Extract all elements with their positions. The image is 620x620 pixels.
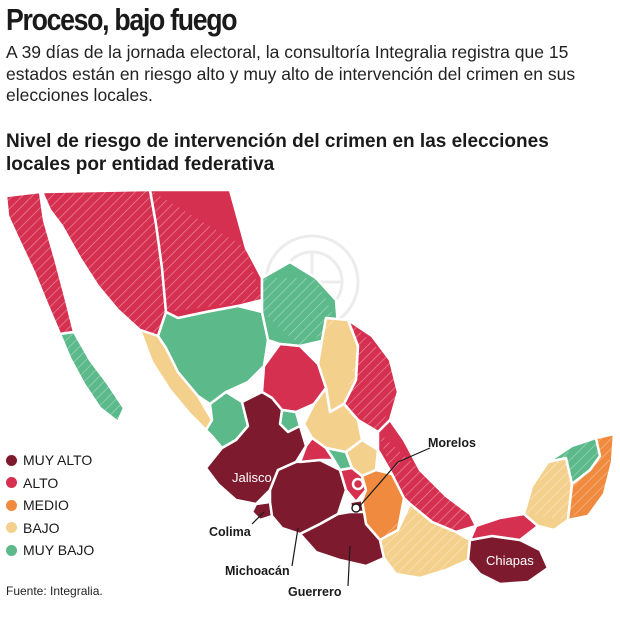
source-note: Fuente: Integralia. — [6, 584, 103, 598]
legend-label: MUY ALTO — [23, 452, 93, 469]
legend-label: BAJO — [23, 519, 60, 536]
map-hatch-overlay — [6, 190, 614, 574]
legend-dot — [6, 522, 17, 534]
legend-item-muy-alto: MUY ALTO — [6, 449, 94, 472]
label-michoacan: Michoacán — [225, 564, 290, 578]
region-guerrero[interactable] — [298, 510, 386, 568]
headline: Proceso, bajo fuego — [6, 2, 238, 37]
legend-item-alto: ALTO — [6, 472, 94, 495]
leader-lines — [251, 447, 431, 587]
label-morelos: Morelos — [428, 436, 476, 450]
legend-dot — [6, 477, 17, 489]
label-jalisco: Jalisco — [232, 470, 272, 485]
region-tabasco[interactable] — [468, 512, 540, 542]
legend-label: ALTO — [23, 474, 59, 491]
morelos-marker — [351, 503, 361, 513]
legend-item-muy-bajo: MUY BAJO — [6, 539, 94, 562]
legend-dot — [6, 454, 17, 466]
legend: MUY ALTO ALTO MEDIO BAJO MUY BAJO — [6, 449, 94, 562]
region-colima[interactable] — [250, 500, 274, 522]
legend-dot — [6, 544, 17, 556]
legend-label: MUY BAJO — [23, 542, 95, 559]
label-colima: Colima — [209, 525, 251, 539]
legend-label: MEDIO — [23, 497, 69, 514]
region-ciudad-de-mexico[interactable] — [351, 477, 365, 491]
legend-item-bajo: BAJO — [6, 517, 94, 540]
label-guerrero: Guerrero — [288, 585, 342, 599]
map-subtitle: Nivel de riesgo de intervención del crim… — [6, 131, 549, 175]
legend-dot — [6, 499, 17, 511]
lede-paragraph: A 39 días de la jornada electoral, la co… — [6, 42, 576, 105]
region-durango[interactable] — [156, 304, 270, 406]
region-jalisco[interactable] — [204, 390, 308, 506]
legend-item-medio: MEDIO — [6, 494, 94, 517]
label-chiapas: Chiapas — [486, 553, 534, 568]
